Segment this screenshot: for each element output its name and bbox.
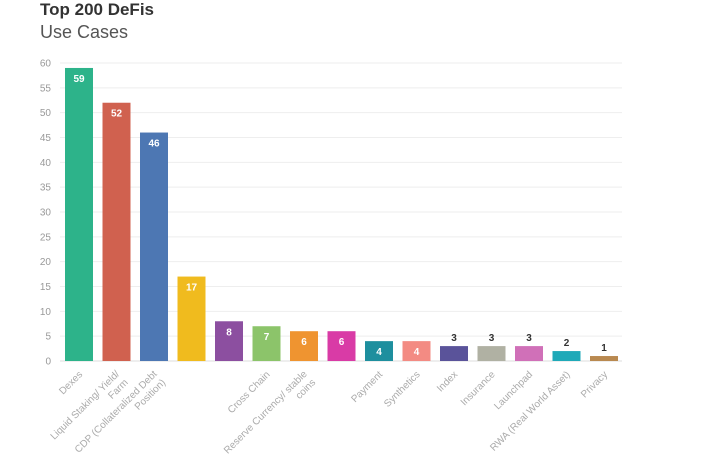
data-label: 6: [339, 337, 345, 348]
y-tick-label: 5: [45, 332, 51, 343]
y-tick-label: 15: [40, 282, 52, 293]
y-tick-label: 10: [40, 307, 52, 318]
bar: [477, 346, 506, 361]
data-label: 8: [226, 327, 232, 338]
bar: [102, 102, 131, 361]
bar: [365, 341, 393, 361]
y-tick-label: 55: [40, 83, 52, 94]
y-tick-label: 25: [40, 232, 52, 243]
x-tick-label: Reserve Currency/ stablecoins: [222, 369, 318, 458]
bar: [552, 351, 581, 361]
x-tick-label: Synthetics: [382, 369, 422, 409]
data-label: 4: [414, 347, 420, 358]
bar: [252, 326, 281, 361]
y-tick-label: 40: [40, 158, 52, 169]
x-tick-label: Dexes: [57, 369, 85, 397]
y-tick-label: 60: [40, 59, 52, 70]
bar: [402, 341, 431, 361]
data-label: 46: [148, 139, 160, 150]
data-label: 2: [564, 338, 570, 349]
y-tick-label: 45: [40, 133, 52, 144]
bar: [215, 321, 243, 361]
bar: [440, 346, 468, 361]
y-tick-label: 0: [45, 357, 51, 368]
data-label: 52: [111, 109, 123, 120]
data-label: 3: [489, 333, 495, 344]
x-tick-label: Privacy: [579, 369, 610, 400]
bar: [65, 67, 93, 361]
chart-title: Top 200 DeFis: [40, 0, 154, 19]
y-tick-label: 20: [40, 257, 52, 268]
bar: [177, 276, 206, 361]
data-label: 6: [301, 337, 307, 348]
bar: [515, 346, 543, 361]
bar: [290, 331, 318, 361]
bar: [327, 331, 356, 361]
data-label: 7: [264, 332, 270, 343]
x-tick-label: Index: [435, 369, 460, 394]
bar: [590, 356, 618, 361]
data-label: 1: [601, 343, 607, 354]
bar: [140, 132, 168, 361]
x-tick-label: Payment: [349, 369, 385, 405]
x-tick-label: RWA (Real World Asset): [488, 369, 572, 453]
data-label: 17: [186, 283, 198, 294]
data-label: 4: [376, 347, 382, 358]
data-label: 3: [526, 333, 532, 344]
y-tick-label: 35: [40, 183, 52, 194]
x-tick-label: Insurance: [459, 369, 498, 408]
y-tick-label: 50: [40, 108, 52, 119]
y-tick-label: 30: [40, 208, 52, 219]
data-label: 3: [451, 333, 457, 344]
data-label: 59: [73, 74, 85, 85]
chart-subtitle: Use Cases: [40, 22, 129, 42]
